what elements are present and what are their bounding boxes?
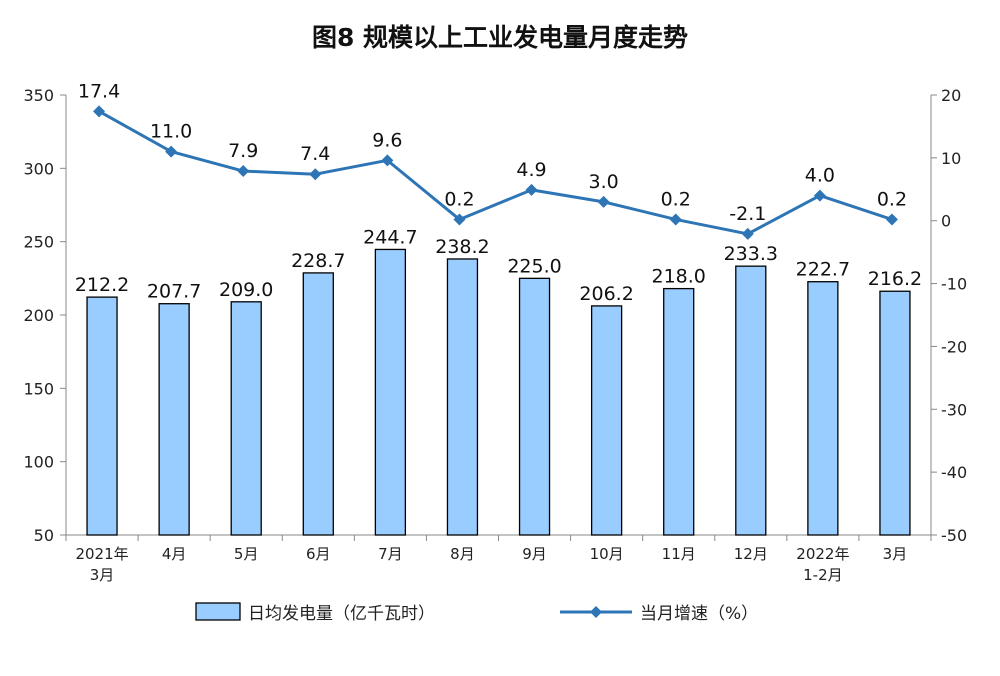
bar-value-label: 225.0	[507, 255, 561, 277]
line-marker	[93, 105, 106, 118]
right-tick-label: -30	[941, 400, 967, 419]
growth-line	[98, 110, 893, 236]
bar	[518, 277, 551, 536]
line-value-label: 7.9	[228, 140, 258, 162]
line-value-label: 4.9	[516, 159, 546, 181]
line-marker	[525, 183, 538, 196]
line-marker	[237, 165, 250, 178]
line-marker	[453, 213, 466, 226]
line-marker	[165, 145, 178, 158]
line-series	[93, 105, 898, 240]
left-tick-label: 250	[23, 233, 54, 252]
bar-value-label: 206.2	[579, 283, 633, 305]
bar	[590, 305, 623, 536]
line-marker	[597, 195, 610, 208]
bar-value-label: 218.0	[652, 266, 706, 288]
line-marker	[309, 168, 322, 181]
bar	[374, 248, 407, 536]
bar-value-label: 209.0	[219, 279, 273, 301]
x-tick-label: 5月	[234, 545, 259, 563]
x-tick-label: 3月	[90, 566, 115, 584]
chart-title: 图8 规模以上工业发电量月度走势	[312, 23, 688, 52]
bar-value-label: 244.7	[363, 226, 417, 248]
left-tick-label: 50	[34, 526, 54, 545]
legend-bar-label: 日均发电量（亿千瓦时）	[248, 604, 435, 624]
line-value-label: 11.0	[150, 121, 192, 143]
bar-value-label: 228.7	[291, 250, 345, 272]
x-tick-label: 2021年	[75, 545, 128, 563]
right-tick-label: 10	[941, 149, 961, 168]
line-marker	[381, 154, 394, 167]
x-tick-label: 10月	[590, 545, 624, 563]
data-labels: 212.2 207.7 209.0 228.7 244.7 238.2 225.0 206.2…	[75, 80, 922, 305]
line-value-label: 0.2	[444, 188, 474, 210]
bar	[879, 290, 911, 536]
axes: 50 100 150 200 250 300 350 -50 -40 -30 -20 -10 0 10 20…	[23, 86, 967, 584]
left-tick-label: 100	[23, 453, 54, 472]
bar	[735, 265, 767, 536]
right-tick-label: -10	[941, 275, 967, 294]
line-value-label: 9.6	[372, 129, 402, 151]
line-value-label: 0.2	[877, 188, 907, 210]
bar-value-label: 207.7	[147, 281, 201, 303]
legend-line-marker	[590, 606, 602, 618]
bar-value-label: 222.7	[796, 259, 850, 281]
line-value-label: -2.1	[729, 203, 766, 225]
x-tick-label: 1-2月	[803, 566, 843, 584]
bar-value-label: 233.3	[724, 243, 778, 265]
x-tick-label: 6月	[306, 545, 331, 563]
x-tick-label: 12月	[734, 545, 768, 563]
bar	[302, 272, 334, 536]
bar-value-label: 212.2	[75, 274, 129, 296]
bar-value-label: 238.2	[435, 236, 489, 258]
x-tick-label: 11月	[662, 545, 696, 563]
right-tick-label: -40	[941, 463, 967, 482]
legend-bar-swatch	[195, 602, 241, 621]
line-marker	[669, 213, 682, 226]
x-tick-label: 7月	[378, 545, 403, 563]
line-marker	[813, 189, 826, 202]
right-tick-label: -50	[941, 526, 967, 545]
line-value-label: 4.0	[805, 165, 835, 187]
line-marker	[885, 213, 898, 226]
line-value-label: 17.4	[78, 80, 120, 102]
x-tick-label: 8月	[450, 545, 475, 563]
legend: 日均发电量（亿千瓦时） 当月增速（%）	[195, 602, 758, 624]
bar	[230, 301, 262, 536]
bar-value-label: 216.2	[868, 268, 922, 290]
x-tick-label: 4月	[162, 545, 187, 563]
x-tick-label: 9月	[522, 545, 547, 563]
x-tick-label: 2022年	[796, 545, 849, 563]
right-tick-label: 20	[941, 86, 961, 105]
left-tick-label: 200	[23, 306, 54, 325]
bar-series	[86, 248, 911, 536]
line-value-label: 3.0	[589, 171, 619, 193]
legend-line-label: 当月增速（%）	[640, 604, 758, 624]
bar	[158, 303, 190, 536]
bar	[663, 287, 695, 536]
bar	[446, 258, 479, 536]
line-value-label: 7.4	[300, 143, 330, 165]
bar	[807, 281, 839, 536]
bar	[86, 296, 118, 536]
line-marker	[741, 227, 754, 240]
left-tick-label: 350	[23, 86, 54, 105]
left-tick-label: 150	[23, 379, 54, 398]
right-tick-label: -20	[941, 337, 967, 356]
left-tick-label: 300	[23, 159, 54, 178]
line-value-label: 0.2	[661, 188, 691, 210]
right-tick-label: 0	[941, 212, 951, 231]
x-tick-label: 3月	[883, 545, 908, 563]
